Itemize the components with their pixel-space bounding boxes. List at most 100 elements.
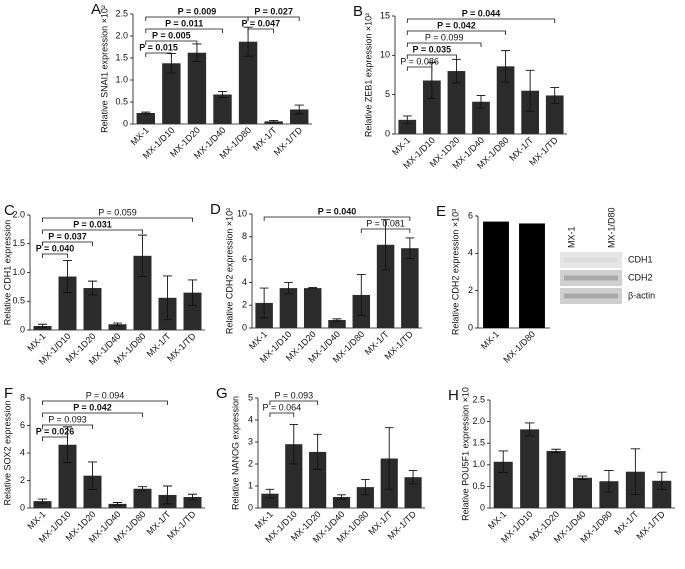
p-value: P = 0.027: [254, 6, 293, 16]
significance-bracket: [406, 42, 482, 47]
error-bar: [657, 471, 667, 490]
bar: [401, 248, 419, 328]
error-bar: [402, 115, 412, 125]
p-value: P = 0.037: [48, 231, 87, 241]
error-bar: [313, 433, 322, 470]
bar: [213, 94, 232, 124]
bar: [599, 481, 619, 508]
y-axis-label: Relative CDH2 expression ×10³: [450, 209, 460, 335]
significance-bracket: [247, 16, 300, 21]
error-bar: [452, 58, 461, 84]
panel-letter: E: [436, 203, 446, 220]
bar: [520, 429, 540, 508]
bar: [332, 497, 351, 508]
p-value: P = 0.093: [48, 414, 87, 424]
error-bar: [113, 502, 122, 506]
y-tick-label: 1.0: [12, 267, 25, 277]
p-value: P = 0.015: [139, 42, 178, 52]
error-bar: [163, 485, 172, 505]
y-axis-label: Relative NANOG expression: [230, 396, 240, 510]
bar: [447, 71, 466, 134]
y-tick-label: 0: [20, 502, 25, 512]
error-bar: [630, 448, 641, 496]
bar: [303, 288, 322, 328]
error-bar: [63, 259, 72, 294]
bar: [519, 223, 545, 328]
p-value: P = 0.064: [263, 402, 302, 412]
x-tick-label: MX-1: [129, 125, 151, 147]
significance-bracket: [263, 216, 411, 221]
p-value: P = 0.042: [73, 402, 112, 412]
error-bar: [294, 104, 304, 115]
y-tick-label: 2: [242, 300, 247, 310]
p-value: P = 0.026: [36, 426, 75, 436]
y-tick-label: 6: [468, 210, 473, 220]
bar: [183, 292, 202, 330]
bar: [108, 503, 127, 508]
error-bar: [188, 279, 197, 306]
error-bar: [259, 287, 269, 319]
significance-bracket: [145, 28, 223, 33]
error-bar: [163, 275, 172, 321]
error-bar: [384, 427, 394, 490]
error-bar: [63, 426, 72, 464]
error-bar: [551, 448, 561, 454]
p-value: P = 0.093: [274, 390, 313, 400]
error-bar: [408, 470, 418, 485]
bar: [83, 475, 102, 508]
significance-bracket: [145, 40, 198, 45]
p-value: P = 0.081: [366, 218, 405, 228]
p-value: P = 0.044: [462, 8, 501, 18]
y-tick-label: 10: [380, 50, 390, 60]
bar: [493, 461, 513, 508]
significance-bracket: [406, 18, 556, 23]
significance-bracket: [42, 241, 93, 246]
y-tick-label: 1: [248, 480, 253, 490]
error-bar: [332, 318, 342, 322]
bar: [33, 501, 52, 508]
y-tick-label: 1.5: [12, 238, 25, 248]
significance-bracket: [42, 253, 68, 258]
y-tick-label: 0: [468, 322, 473, 332]
y-tick-label: 0: [385, 128, 390, 138]
bar: [83, 288, 102, 330]
bar: [309, 451, 327, 508]
y-tick-label: 1.0: [472, 459, 485, 469]
bar: [545, 95, 564, 134]
bar: [472, 101, 490, 134]
error-bar: [284, 281, 293, 295]
significance-bracket: [42, 424, 93, 429]
blot-row-label: CDH2: [628, 272, 653, 282]
panel-letter: B: [353, 3, 363, 20]
y-tick-label: 2: [20, 475, 25, 485]
error-bar: [498, 450, 508, 474]
bar: [572, 477, 593, 508]
y-tick-label: 0: [20, 324, 25, 334]
significance-bracket: [269, 412, 295, 417]
y-tick-label: 2: [468, 285, 473, 295]
y-tick-label: 4: [248, 414, 253, 424]
error-bar: [524, 422, 535, 437]
y-tick-label: 2.5: [472, 394, 485, 404]
panel-letter: D: [210, 201, 221, 218]
significance-bracket: [145, 52, 172, 57]
error-bar: [88, 280, 97, 296]
y-tick-label: 0.5: [472, 481, 485, 491]
x-tick-label: MX-1: [247, 329, 269, 351]
significance-bracket: [406, 66, 433, 71]
panel-letter: G: [216, 385, 228, 402]
y-tick-label: 3: [248, 436, 253, 446]
error-bar: [269, 120, 279, 123]
error-bar: [289, 423, 299, 465]
blot-signal: [564, 257, 618, 263]
error-bar: [113, 322, 122, 326]
y-tick-label: 0: [123, 118, 128, 128]
bar: [483, 221, 509, 328]
error-bar: [381, 219, 390, 271]
y-axis-label: Relative SOX2 expression: [2, 400, 12, 505]
panel-letter: C: [4, 202, 15, 219]
y-tick-label: 8: [242, 231, 247, 241]
bar: [285, 444, 303, 508]
significance-bracket: [406, 30, 506, 35]
